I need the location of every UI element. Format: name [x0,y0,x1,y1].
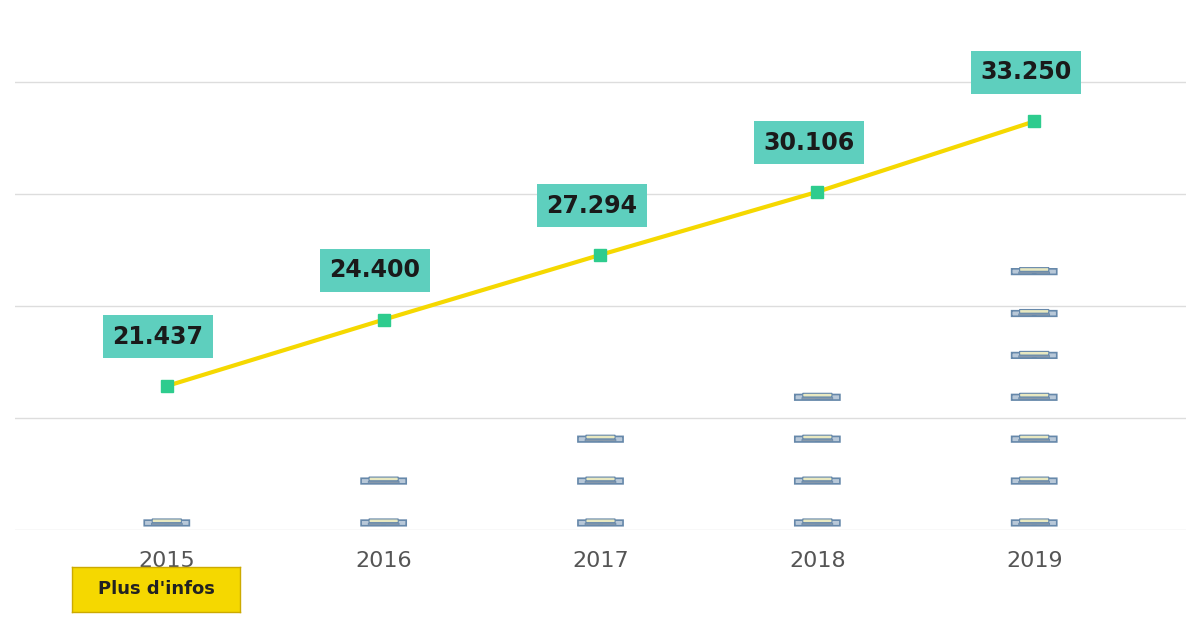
FancyBboxPatch shape [1020,477,1048,481]
FancyBboxPatch shape [1018,523,1050,525]
FancyBboxPatch shape [1011,436,1057,442]
Text: 33.250: 33.250 [980,60,1071,84]
FancyBboxPatch shape [802,519,832,523]
FancyBboxPatch shape [802,440,832,441]
FancyBboxPatch shape [1011,394,1057,400]
FancyBboxPatch shape [1011,269,1057,275]
FancyBboxPatch shape [1011,353,1057,358]
FancyBboxPatch shape [585,482,616,483]
FancyBboxPatch shape [1011,478,1057,484]
Text: 24.400: 24.400 [329,259,420,282]
FancyBboxPatch shape [802,523,832,525]
FancyBboxPatch shape [369,519,399,523]
FancyBboxPatch shape [369,482,399,483]
FancyBboxPatch shape [1018,355,1050,357]
FancyBboxPatch shape [1020,393,1048,397]
FancyBboxPatch shape [1011,520,1057,526]
FancyBboxPatch shape [795,436,839,442]
FancyBboxPatch shape [585,523,616,525]
FancyBboxPatch shape [795,394,839,400]
FancyBboxPatch shape [369,523,399,525]
FancyBboxPatch shape [1020,435,1048,439]
FancyBboxPatch shape [1020,268,1048,271]
FancyBboxPatch shape [795,520,839,526]
FancyBboxPatch shape [802,435,832,439]
FancyBboxPatch shape [586,519,615,523]
FancyBboxPatch shape [578,520,623,526]
FancyBboxPatch shape [1018,440,1050,441]
FancyBboxPatch shape [795,478,839,484]
FancyBboxPatch shape [578,478,623,484]
FancyBboxPatch shape [144,520,190,526]
FancyBboxPatch shape [362,478,406,484]
FancyBboxPatch shape [802,397,832,399]
FancyBboxPatch shape [153,519,181,523]
FancyBboxPatch shape [802,393,832,397]
FancyBboxPatch shape [1020,352,1048,355]
FancyBboxPatch shape [369,477,399,481]
Text: 21.437: 21.437 [113,325,204,348]
FancyBboxPatch shape [1018,272,1050,274]
FancyBboxPatch shape [586,477,615,481]
Text: 27.294: 27.294 [546,194,638,218]
FancyBboxPatch shape [362,520,406,526]
FancyBboxPatch shape [1018,314,1050,316]
Text: Plus d'infos: Plus d'infos [97,580,215,598]
FancyBboxPatch shape [1011,311,1057,317]
FancyBboxPatch shape [585,440,616,441]
FancyBboxPatch shape [1020,519,1048,523]
FancyBboxPatch shape [1018,482,1050,483]
FancyBboxPatch shape [802,482,832,483]
FancyBboxPatch shape [1018,397,1050,399]
FancyBboxPatch shape [586,435,615,439]
FancyBboxPatch shape [1020,310,1048,313]
Text: 30.106: 30.106 [763,131,854,155]
FancyBboxPatch shape [802,477,832,481]
FancyBboxPatch shape [578,436,623,442]
FancyBboxPatch shape [151,523,183,525]
